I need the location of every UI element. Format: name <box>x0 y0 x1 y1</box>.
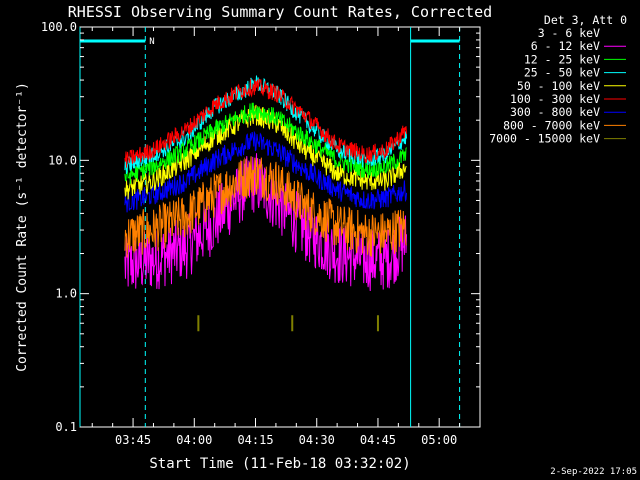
axes: 0.1 1.0 10.0 100.0 03:45 04:00 04:15 04:30 04:45… <box>41 20 481 447</box>
timestamp: 2-Sep-2022 17:05 <box>550 467 637 477</box>
legend-label: 6 - 12 keV <box>531 39 600 53</box>
legend-label: 100 - 300 keV <box>510 92 600 106</box>
y-tick-label: 10.0 <box>48 153 77 167</box>
x-tick-label: 04:45 <box>360 433 396 447</box>
series-line-800-7000-kev <box>124 156 407 258</box>
series-layer <box>124 75 408 332</box>
chart-title: RHESSI Observing Summary Count Rates, Co… <box>68 3 492 21</box>
legend-label: 300 - 800 keV <box>510 105 600 119</box>
night-intervals: N <box>79 27 461 427</box>
legend-header: Det 3, Att 0 <box>544 13 627 27</box>
legend-label: 50 - 100 keV <box>517 79 600 93</box>
x-axis-label: Start Time (11-Feb-18 03:32:02) <box>149 456 410 472</box>
x-tick-label: 04:15 <box>237 433 273 447</box>
y-tick-label: 1.0 <box>55 287 77 301</box>
night-flag-label: N <box>149 37 154 47</box>
x-tick-label: 04:00 <box>176 433 212 447</box>
x-tick-label: 04:30 <box>299 433 335 447</box>
legend-label: 800 - 7000 keV <box>503 118 600 132</box>
series-line-100-300-kev <box>124 78 408 168</box>
y-tick-label: 100.0 <box>41 20 77 34</box>
y-tick-label: 0.1 <box>55 420 77 434</box>
x-tick-label: 05:00 <box>421 433 457 447</box>
x-tick-label: 03:45 <box>115 433 151 447</box>
series-line-300-800-kev <box>124 130 408 213</box>
series-line-50-100-kev <box>124 104 407 200</box>
legend-label: 12 - 25 keV <box>524 52 600 66</box>
y-axis-label: Corrected Count Rate (s⁻¹ detector⁻¹) <box>15 82 30 372</box>
legend-label: 3 - 6 keV <box>538 26 600 40</box>
legend-label: 7000 - 15000 keV <box>489 132 600 146</box>
legend-label: 25 - 50 keV <box>524 66 600 80</box>
series-line-12-25-kev <box>124 102 407 184</box>
